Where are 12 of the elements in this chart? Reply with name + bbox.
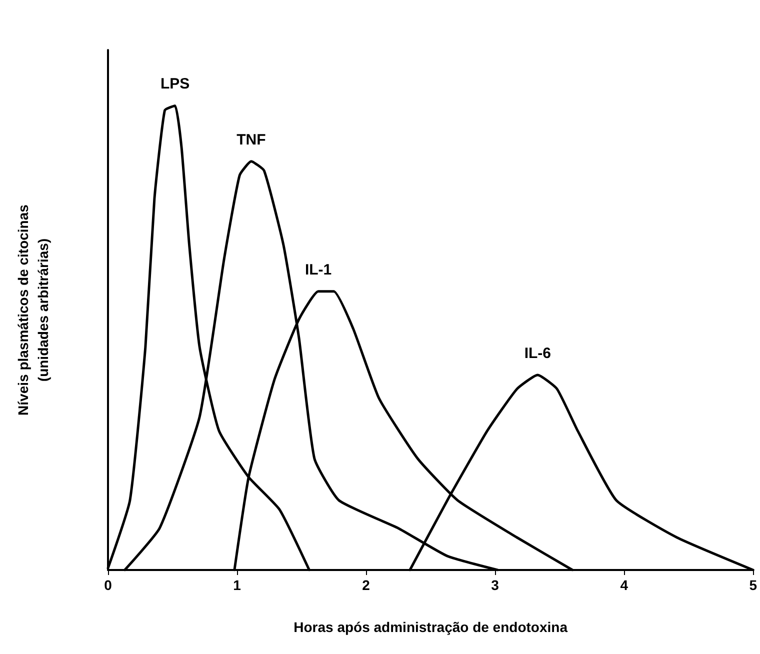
x-tick-label: 1 (233, 577, 242, 593)
x-tick-label: 3 (491, 577, 500, 593)
series-label: IL-1 (304, 261, 332, 278)
series-label: TNF (236, 131, 266, 148)
x-axis-title: Horas após administração de endotoxina (294, 619, 568, 635)
series-label: IL-6 (524, 345, 551, 362)
x-tick-label: 0 (104, 577, 112, 593)
x-tick-label: 4 (620, 577, 628, 593)
x-tick-label: 2 (362, 577, 370, 593)
y-axis-title: Níveis plasmáticos de citocinas (unidades arbitrárias) (15, 204, 51, 416)
series-label: LPS (160, 76, 190, 93)
x-tick-label: 5 (749, 577, 758, 593)
